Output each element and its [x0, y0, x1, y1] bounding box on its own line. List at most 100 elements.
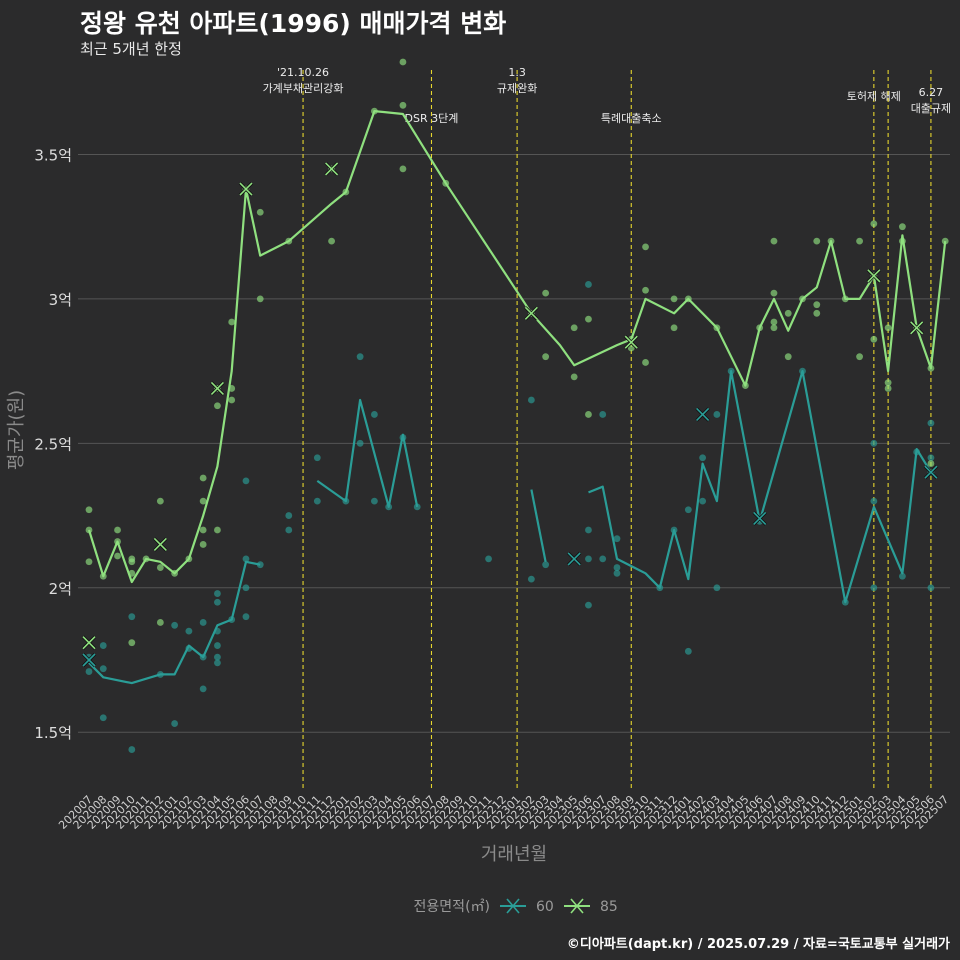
data-point-85	[542, 289, 550, 297]
data-point-85	[927, 460, 935, 467]
x-marker-stroke	[924, 465, 938, 479]
data-point-85	[256, 295, 264, 303]
data-point-60	[99, 642, 107, 649]
data-point-85	[813, 237, 821, 245]
x-marker-stroke	[753, 511, 767, 526]
data-point-60	[99, 665, 107, 673]
data-point-60	[171, 621, 179, 629]
data-point-60	[713, 584, 721, 592]
data-point-85	[884, 379, 892, 387]
x-marker-85	[866, 268, 881, 283]
event-label: 대출규제	[911, 102, 951, 115]
data-point-85	[114, 526, 121, 534]
data-point-85	[856, 353, 863, 361]
data-point-60	[214, 598, 221, 606]
data-point-60	[699, 454, 707, 462]
data-point-85	[870, 220, 878, 228]
data-point-60	[684, 506, 692, 514]
data-point-60	[285, 526, 293, 534]
x-marker-85	[238, 181, 254, 197]
data-point-60	[542, 561, 550, 569]
y-tick-label: 1.5억	[34, 724, 72, 742]
data-point-85	[898, 223, 906, 231]
x-marker-85	[81, 635, 97, 650]
x-marker-stroke	[696, 407, 710, 422]
data-point-85	[570, 373, 578, 381]
x-marker-stroke	[210, 381, 224, 396]
data-point-85	[770, 237, 778, 245]
data-point-85	[156, 497, 164, 505]
data-point-60	[585, 281, 592, 288]
x-marker-stroke	[82, 653, 96, 667]
data-point-85	[199, 497, 207, 505]
data-point-60	[585, 526, 592, 534]
series-line-60	[588, 370, 932, 604]
x-marker-85	[909, 320, 924, 335]
data-point-60	[214, 653, 221, 661]
legend-title: 전용면적(㎡)	[414, 899, 490, 915]
data-point-60	[256, 561, 264, 569]
data-point-85	[784, 309, 792, 317]
x-marker-85	[524, 306, 539, 321]
data-point-60	[313, 454, 321, 462]
data-point-85	[85, 506, 93, 514]
series-line-60	[530, 489, 547, 563]
data-point-60	[371, 497, 378, 505]
data-point-85	[256, 208, 264, 216]
data-point-85	[128, 555, 136, 563]
data-point-60	[713, 411, 721, 418]
data-point-60	[313, 497, 321, 505]
x-marker-60	[695, 407, 710, 422]
event-label: 토허제 해제	[847, 89, 901, 103]
event-label: 규제완화	[497, 82, 537, 95]
data-point-60	[599, 555, 607, 563]
data-point-85	[399, 165, 407, 173]
data-point-60	[371, 411, 378, 418]
data-point-60	[613, 535, 621, 543]
data-point-60	[199, 685, 207, 693]
data-point-85	[156, 564, 164, 571]
data-point-60	[199, 619, 207, 626]
data-point-85	[585, 315, 592, 323]
y-tick-label: 2억	[49, 580, 72, 598]
data-point-60	[870, 497, 878, 505]
data-point-60	[927, 419, 935, 427]
data-point-85	[770, 289, 778, 297]
data-point-60	[870, 584, 878, 592]
data-point-85	[114, 552, 121, 560]
data-point-85	[228, 318, 236, 326]
x-marker-stroke	[624, 335, 638, 349]
data-point-60	[699, 497, 707, 505]
x-marker-60	[752, 511, 767, 526]
data-point-85	[813, 301, 821, 309]
data-point-60	[99, 714, 107, 722]
data-point-60	[927, 454, 935, 462]
data-point-60	[898, 572, 906, 580]
data-point-60	[128, 746, 136, 753]
data-point-85	[199, 474, 207, 482]
data-point-85	[85, 558, 93, 566]
x-marker-stroke	[82, 636, 96, 650]
data-point-60	[585, 601, 592, 609]
data-point-85	[642, 359, 649, 366]
x-axis-title: 거래년월	[481, 844, 547, 865]
x-marker-60	[81, 652, 97, 668]
data-point-60	[356, 439, 364, 447]
data-point-85	[856, 237, 863, 245]
data-point-60	[185, 627, 193, 635]
data-point-60	[128, 613, 136, 621]
legend-label: 60	[536, 899, 554, 915]
x-marker-60	[923, 465, 939, 480]
x-marker-85	[210, 381, 225, 396]
data-point-60	[285, 512, 293, 519]
data-point-60	[599, 411, 607, 418]
x-marker-85	[324, 161, 339, 177]
data-point-60	[613, 564, 621, 571]
data-point-85	[813, 309, 821, 317]
data-point-85	[627, 344, 635, 352]
data-point-60	[527, 575, 535, 583]
data-point-60	[356, 353, 364, 361]
x-marker-stroke	[567, 552, 581, 566]
event-label: 1.3	[508, 66, 526, 79]
event-label: 특례대출축소	[601, 112, 662, 125]
